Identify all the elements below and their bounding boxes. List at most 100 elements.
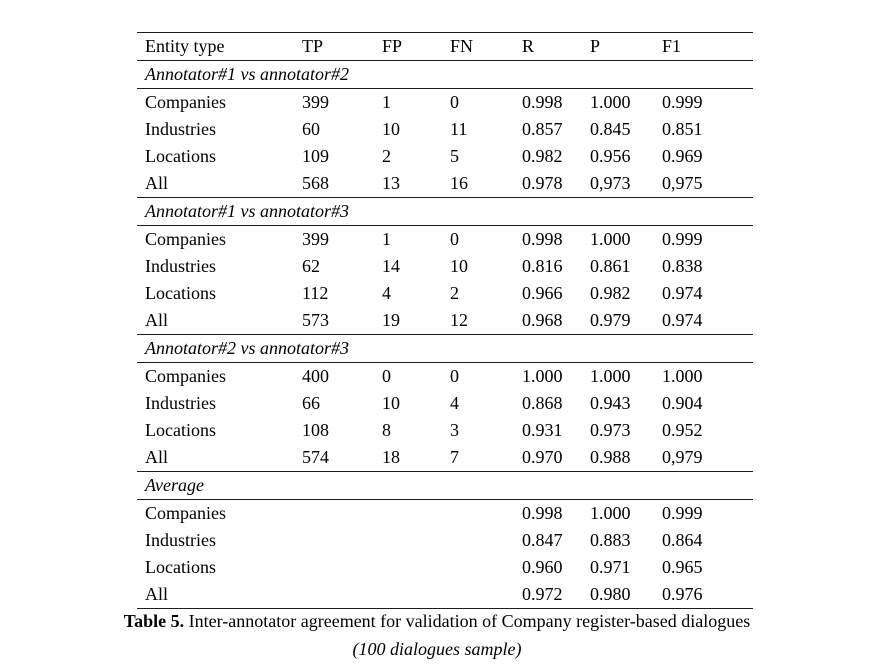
table-cell (447, 500, 519, 528)
table-cell: 0 (450, 366, 459, 386)
table-cell: 574 (302, 447, 329, 467)
table-cell: 399 (302, 229, 329, 249)
table-cell: 0.864 (662, 530, 703, 550)
table-cell: 0.851 (662, 119, 703, 139)
table-caption: Table 5. Inter-annotator agreement for v… (0, 607, 874, 635)
column-header-fn: FN (450, 36, 474, 56)
table-cell: 0.974 (662, 310, 703, 330)
table-cell: Industries (145, 256, 216, 276)
table-cell: 0.861 (590, 256, 631, 276)
table-cell: 0.965 (662, 557, 703, 577)
table-row: All 574 18 7 0.970 0.988 0,979 (137, 444, 753, 472)
table-cell: 14 (382, 256, 400, 276)
table-cell: 0 (450, 92, 459, 112)
table-cell: 66 (302, 393, 320, 413)
table-cell: 2 (450, 283, 459, 303)
table-cell: 0.980 (590, 584, 631, 604)
table-cell: 1 (382, 92, 391, 112)
table-cell: 0.999 (662, 229, 703, 249)
table-cell: 7 (450, 447, 459, 467)
table-cell: All (145, 584, 169, 604)
section-title: Average (145, 475, 204, 495)
table-cell: 5 (450, 146, 459, 166)
table-cell: 18 (382, 447, 400, 467)
column-header-f1: F1 (662, 36, 682, 56)
table-cell (299, 527, 379, 554)
table-cell: Companies (145, 366, 226, 386)
table-cell: Industries (145, 393, 216, 413)
inter-annotator-agreement-table: Entity type TP FP FN R P F1 Annotator#1 … (137, 32, 753, 609)
table-cell: 0.998 (522, 92, 563, 112)
table-row: Industries 66 10 4 0.868 0.943 0.904 (137, 390, 753, 417)
section-title-row: Average (137, 471, 753, 500)
table-cell: 0.998 (522, 229, 563, 249)
table-cell: 1.000 (590, 503, 631, 523)
table-cell: 0.982 (590, 283, 631, 303)
table-row: Companies 400 0 0 1.000 1.000 1.000 (137, 363, 753, 391)
table-cell: 0.883 (590, 530, 631, 550)
table-cell: 0.988 (590, 447, 631, 467)
table-cell: 568 (302, 173, 329, 193)
table-cell: Companies (145, 92, 226, 112)
table-cell: 0,975 (662, 173, 703, 193)
section-title-row: Annotator#2 vs annotator#3 (137, 334, 753, 363)
table-row: Industries 62 14 10 0.816 0.861 0.838 (137, 253, 753, 280)
table-row: Companies 0.998 1.000 0.999 (137, 500, 753, 528)
table-row: All 573 19 12 0.968 0.979 0.974 (137, 307, 753, 335)
table-cell: 0.943 (590, 393, 631, 413)
column-header-tp: TP (302, 36, 324, 56)
table-cell: 0.868 (522, 393, 563, 413)
table-cell: Industries (145, 119, 216, 139)
table-cell: Locations (145, 146, 216, 166)
caption-label: Table 5. (123, 611, 185, 631)
table-row: Companies 399 1 0 0.998 1.000 0.999 (137, 89, 753, 117)
table-cell: 1.000 (662, 366, 703, 386)
table-cell: 2 (382, 146, 391, 166)
table-cell: 0.999 (662, 503, 703, 523)
table-cell: 112 (302, 283, 329, 303)
table-cell: 0,973 (590, 173, 631, 193)
table-cell: 0.966 (522, 283, 563, 303)
table-cell: 573 (302, 310, 329, 330)
table-cell: 16 (450, 173, 468, 193)
table-cell: 0.857 (522, 119, 563, 139)
table-row: Locations 0.960 0.971 0.965 (137, 554, 753, 581)
table-row: Locations 112 4 2 0.966 0.982 0.974 (137, 280, 753, 307)
table-cell: 0.816 (522, 256, 563, 276)
table-header-row: Entity type TP FP FN R P F1 (137, 32, 753, 61)
table-cell: 10 (382, 119, 400, 139)
table-cell: 8 (382, 420, 391, 440)
caption-text: Inter-annotator agreement for validation… (188, 611, 751, 631)
table-cell: 0 (382, 366, 391, 386)
table-cell: 399 (302, 92, 329, 112)
table-cell: Locations (145, 420, 216, 440)
table-body: Annotator#1 vs annotator#2 Companies 399 1 0… (137, 60, 753, 609)
section-title-row: Annotator#1 vs annotator#2 (137, 60, 753, 89)
table-cell: Locations (145, 557, 216, 577)
table-cell: 1.000 (590, 366, 631, 386)
table-cell: 0.968 (522, 310, 563, 330)
table-cell: 0 (450, 229, 459, 249)
table-cell: 0.971 (590, 557, 631, 577)
table-cell: 1.000 (590, 229, 631, 249)
table-cell (379, 554, 447, 581)
table-cell: 0.960 (522, 557, 563, 577)
table-cell: Companies (145, 229, 226, 249)
table-cell: 13 (382, 173, 400, 193)
table-cell: 0.982 (522, 146, 563, 166)
table-row: Industries 0.847 0.883 0.864 (137, 527, 753, 554)
table-cell: Locations (145, 283, 216, 303)
table-cell: All (145, 310, 169, 330)
table-cell: 0.979 (590, 310, 631, 330)
table-cell (299, 554, 379, 581)
table-cell: 0.838 (662, 256, 703, 276)
table-cell: 4 (450, 393, 459, 413)
table-cell: All (145, 447, 169, 467)
table-cell: 10 (382, 393, 400, 413)
table-row: All 568 13 16 0.978 0,973 0,975 (137, 170, 753, 198)
table-cell: 0.976 (662, 584, 703, 604)
table-cell: 0.956 (590, 146, 631, 166)
table-cell: 400 (302, 366, 329, 386)
table-cell: 12 (450, 310, 468, 330)
